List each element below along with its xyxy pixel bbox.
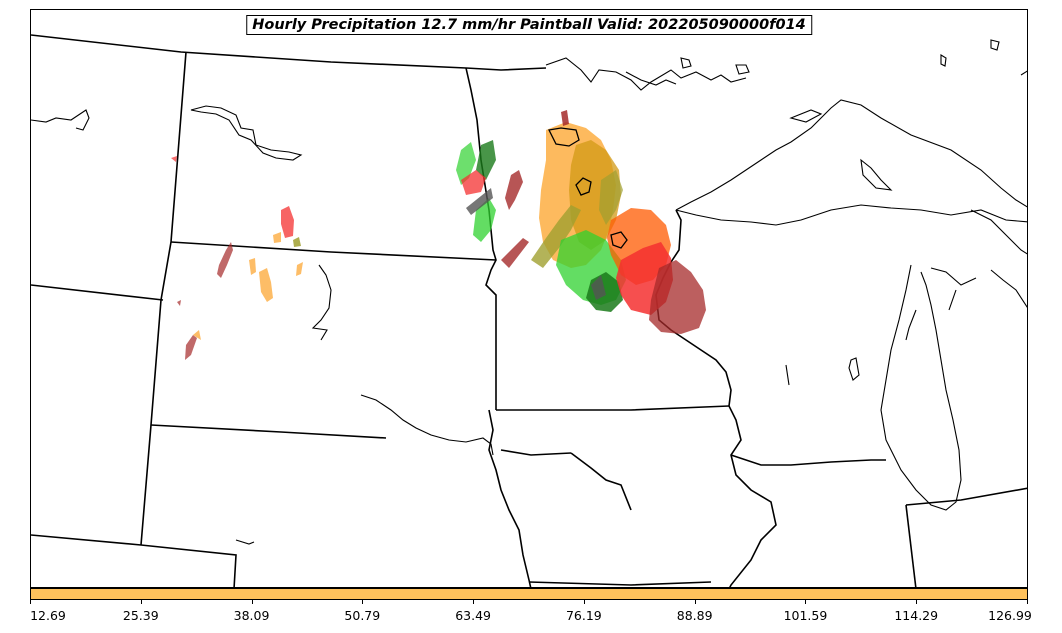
precip-gray-1 (466, 188, 493, 215)
contour-outlines (548, 127, 628, 249)
colorbar-tick (916, 600, 918, 604)
precip-olive-2 (599, 170, 623, 225)
colorbar-tick-label: 126.99 (988, 608, 1032, 623)
precip-gray-2 (591, 275, 606, 300)
map-panel: Hourly Precipitation 12.7 mm/hr Paintbal… (30, 9, 1028, 588)
colorbar-tick-label: 101.59 (783, 608, 828, 623)
colorbar-tick-label: 76.19 (565, 608, 602, 623)
colorbar-tick-label: 38.09 (233, 608, 270, 623)
colorbar-tick (140, 600, 142, 604)
colorbar-tick (362, 600, 364, 604)
precip-dark-red-main (649, 260, 706, 334)
precip-dark-red-4 (561, 110, 569, 126)
colorbar-tick-label: 25.39 (122, 608, 159, 623)
colorbar-tick (583, 600, 585, 604)
precip-dark-red-3 (501, 238, 529, 268)
colorbar-tick-label: 114.29 (894, 608, 939, 623)
precip-green-3 (456, 142, 476, 185)
borders (31, 34, 1027, 587)
colorbar-tick (694, 600, 696, 604)
map-canvas (31, 34, 1027, 587)
colorbar-axis: 12.69 25.39 38.09 50.79 63.49 76.19 88.89 101.5… (30, 600, 1032, 630)
precip-orange-w5 (193, 330, 201, 340)
precip-red-3 (281, 206, 294, 238)
precip-dark-red-6 (185, 335, 197, 360)
precip-red-4 (171, 156, 177, 162)
precip-goldenrod (569, 140, 621, 250)
precip-orange-w1 (259, 268, 273, 302)
precip-olive-w (293, 237, 301, 247)
precip-orange-w3 (273, 232, 281, 243)
precip-dark-red-5 (217, 242, 233, 278)
precip-red-2 (461, 170, 486, 195)
colorbar (30, 588, 1028, 600)
precip-orange-w4 (296, 262, 303, 276)
precip-olive-1 (531, 205, 581, 268)
colorbar-tick (1027, 600, 1028, 604)
precip-members (171, 110, 706, 360)
coastlines (31, 39, 1027, 545)
colorbar-tick (473, 600, 475, 604)
precip-dark-green-1 (476, 140, 496, 180)
precip-dark-red-7 (177, 300, 181, 306)
colorbar-tick-label: 50.79 (344, 608, 381, 623)
colorbar-tick (251, 600, 253, 604)
precip-dark-red-2 (505, 170, 523, 210)
colorbar-tick (30, 600, 31, 604)
colorbar-tick-label: 12.69 (30, 608, 66, 623)
map-title: Hourly Precipitation 12.7 mm/hr Paintbal… (246, 15, 812, 35)
colorbar-tick (805, 600, 807, 604)
precip-orange-w2 (249, 258, 256, 275)
colorbar-tick-label: 88.89 (676, 608, 713, 623)
colorbar-tick-label: 63.49 (455, 608, 492, 623)
